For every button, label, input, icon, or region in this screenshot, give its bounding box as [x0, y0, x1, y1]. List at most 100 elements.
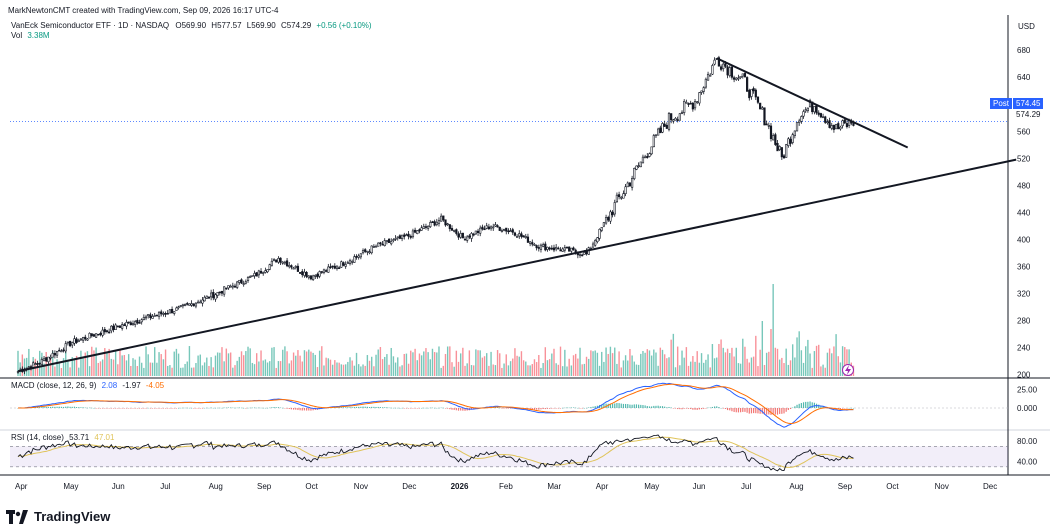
candle-body: [292, 267, 295, 270]
volume-bar: [729, 353, 731, 376]
volume-bar: [635, 364, 638, 376]
macd-histogram-bar: [67, 406, 69, 408]
volume-bar: [253, 364, 256, 376]
macd-histogram-bar: [763, 408, 766, 415]
volume-bar: [624, 355, 627, 376]
volume-bar: [316, 367, 319, 376]
macd-histogram-bar: [358, 406, 360, 408]
macd-histogram-bar: [236, 407, 238, 409]
candle-body: [181, 304, 185, 307]
macd-histogram-bar: [86, 407, 89, 409]
candle-body: [192, 303, 195, 307]
macd-histogram-bar: [694, 408, 696, 410]
volume-bar: [661, 349, 664, 376]
macd-histogram-bar: [603, 404, 605, 408]
candle-body: [398, 235, 402, 239]
macd-histogram-bar: [720, 407, 722, 409]
macd-histogram-bar: [501, 408, 503, 409]
volume-bar: [308, 349, 310, 376]
macd-histogram-bar: [796, 404, 798, 408]
volume-bar: [514, 348, 516, 376]
volume-bar: [353, 365, 356, 376]
volume-bar: [93, 350, 95, 376]
volume-bar: [826, 352, 829, 376]
macd-histogram-bar: [434, 407, 436, 409]
macd-histogram-bar: [182, 407, 184, 409]
macd-histogram-bar: [440, 407, 442, 409]
macd-histogram-bar: [672, 408, 674, 409]
macd-histogram-bar: [805, 401, 807, 408]
macd-histogram-bar: [627, 404, 629, 408]
volume-bar: [390, 347, 392, 376]
candle-body: [155, 314, 158, 317]
macd-histogram-bar: [529, 408, 531, 410]
volume-bar: [555, 363, 557, 376]
candle-body: [40, 359, 43, 365]
volume-bar: [236, 360, 238, 376]
volume-bar: [631, 355, 633, 376]
candle-body: [309, 275, 313, 280]
macd-histogram-bar: [373, 406, 375, 408]
candle-body: [296, 265, 300, 272]
volume-bar: [700, 353, 703, 376]
candle-body: [325, 270, 328, 272]
macd-histogram-bar: [651, 406, 653, 408]
candle-body: [774, 134, 777, 145]
high-label: H: [211, 21, 218, 30]
macd-histogram-bar: [447, 408, 449, 409]
macd-histogram-bar: [123, 408, 125, 409]
macd-histogram-bar: [579, 408, 581, 409]
tradingview-logo[interactable]: TradingView: [6, 509, 110, 524]
candle-body: [611, 211, 614, 216]
candle-body: [151, 316, 154, 319]
volume-bar: [835, 334, 837, 376]
candle-body: [798, 120, 801, 123]
candle-body: [578, 254, 582, 256]
macd-histogram-bar: [698, 408, 700, 410]
candle-body: [615, 194, 619, 203]
macd-histogram-bar: [225, 407, 227, 409]
volume-bar: [99, 361, 102, 376]
volume-bar: [169, 365, 171, 376]
candle-body: [561, 248, 564, 252]
tradingview-wordmark: TradingView: [34, 509, 111, 524]
volume-bar: [295, 355, 297, 376]
candle-body: [346, 262, 349, 264]
volume-bar: [831, 353, 833, 376]
macd-histogram-bar: [729, 408, 731, 411]
volume-bar: [140, 362, 143, 376]
volume-bar: [475, 349, 477, 376]
macd-histogram-bar: [462, 408, 464, 411]
macd-histogram-bar: [848, 407, 850, 409]
candle-body: [746, 77, 749, 92]
candle-body: [84, 336, 87, 340]
candle-body: [407, 233, 410, 237]
volume-bar: [43, 363, 45, 376]
volume-bar: [457, 361, 460, 376]
macd-histogram-bar: [401, 407, 403, 409]
post-label: Post: [993, 99, 1010, 108]
macd-histogram-bar: [232, 407, 234, 409]
macd-histogram-bar: [633, 404, 635, 408]
macd-histogram-bar: [312, 408, 314, 411]
macd-histogram-bar: [683, 408, 685, 409]
candle-body: [327, 266, 330, 273]
macd-histogram-bar: [564, 407, 566, 409]
volume-bar: [561, 366, 564, 376]
macd-histogram-bar: [735, 408, 737, 413]
macd-histogram-bar: [217, 407, 219, 409]
macd-histogram-bar: [204, 407, 206, 409]
candle-body: [730, 66, 734, 78]
volume-bar: [499, 353, 501, 376]
macd-histogram-bar: [310, 408, 312, 411]
candle-body: [173, 311, 176, 314]
volume-bar: [512, 358, 514, 376]
macd-histogram-bar: [640, 404, 642, 408]
candle-body: [481, 226, 484, 230]
macd-histogram-bar: [408, 408, 410, 409]
macd-histogram-bar: [266, 407, 269, 409]
time-tick-label: Feb: [499, 482, 513, 491]
volume-bar: [21, 354, 24, 376]
macd-histogram-bar: [544, 408, 546, 410]
